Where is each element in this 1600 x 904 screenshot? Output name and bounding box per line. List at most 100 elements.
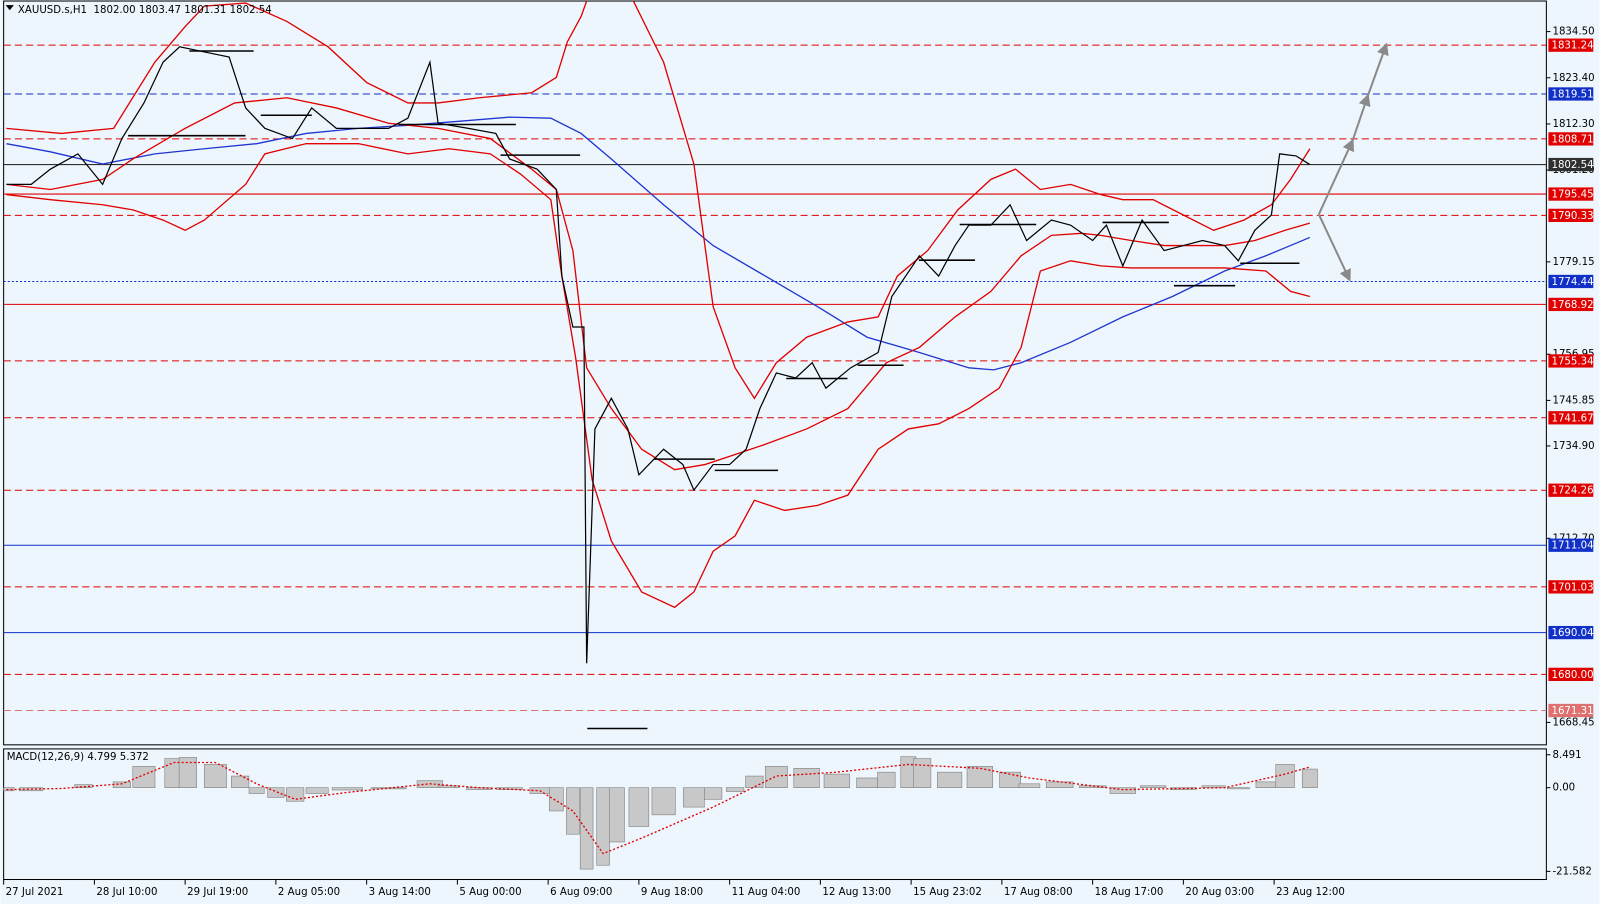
annotations [128,42,1389,730]
macd-bar [203,764,227,788]
macd-bar [913,758,932,788]
level-tag [1548,157,1594,172]
macd-label: MACD(12,26,9) [7,752,84,763]
y-tick-label: 1779.15 [1552,257,1594,268]
level-tag [1548,411,1594,425]
level-label: 1724.26 [1551,486,1593,497]
macd-bar [999,771,1021,788]
level-tag [1548,38,1594,52]
level-label: 1671.31 [1551,706,1593,717]
level-label: 1768.92 [1551,300,1593,311]
x-tick-label: 20 Aug 03:00 [1185,887,1254,898]
x-tick-label: 3 Aug 14:00 [369,887,431,898]
y-tick-label: 1823.40 [1552,73,1594,84]
macd-bar [793,767,820,788]
menu-triangle [5,5,14,11]
macd-bar [248,787,265,794]
x-tick-label: 29 Jul 19:00 [187,887,248,898]
macd-bar [937,771,963,788]
level-tag [1548,274,1594,289]
y-tick-label: 0.00 [1552,783,1575,794]
level-tag [1548,187,1594,201]
level-label: 1802.54 [1551,160,1593,171]
macd-bar [305,787,329,794]
level-label: 1831.24 [1551,41,1593,52]
macd-bar [331,787,363,791]
macd-bar [1201,785,1226,788]
macd-bar [745,775,764,788]
projection-arrow [1317,138,1354,215]
macd-bar [579,787,594,870]
y-tick-label: 1834.50 [1552,27,1594,38]
macd-bar [1301,768,1318,788]
macd-bar [726,787,745,792]
level-label: 1711.04 [1551,541,1593,552]
level-tag [1548,625,1594,640]
macd-bar [966,766,994,788]
level-label: 1680.00 [1551,670,1593,681]
macd-bar [566,787,580,835]
level-tag [1548,667,1594,681]
x-tick-label: 23 Aug 12:00 [1276,887,1345,898]
macd-legend: MACD(12,26,9) 4.799 5.372 [7,752,149,763]
level-tag [1548,354,1594,368]
x-tick-label: 12 Aug 13:00 [822,887,891,898]
level-tag [1548,580,1594,594]
macd-bar [1226,787,1250,790]
x-tick-label: 27 Jul 2021 [6,887,64,898]
macd-bar [683,787,705,808]
projection-arrow [1366,42,1389,97]
x-tick-label: 11 Aug 04:00 [732,887,801,898]
macd-bar [3,787,15,792]
level-label: 1790.33 [1551,211,1593,222]
macd-bar [823,773,851,788]
level-label: 1755.34 [1551,356,1593,367]
macd-bar [438,785,460,788]
x-tick-label: 9 Aug 18:00 [641,887,703,898]
macd-bar [651,787,676,816]
macd-plot [3,756,1318,870]
series-line [6,97,1311,471]
level-tag [1548,703,1594,718]
level-label: 1690.04 [1551,628,1593,639]
y-tick-label: 1734.90 [1552,441,1594,452]
series-line [6,1,1311,400]
y-tick-label: -21.582 [1552,866,1591,877]
level-tag [1548,208,1594,222]
macd-bar [549,787,564,812]
series-line [6,46,1311,664]
chart-title: XAUUSD.s,H1 1802.00 1803.47 1801.31 1802… [18,5,272,16]
macd-bar [178,757,197,788]
level-label: 1774.44 [1551,277,1593,288]
macd-bar [1139,785,1167,788]
x-tick-label: 17 Aug 08:00 [1004,887,1073,898]
macd-bar [286,787,305,802]
y-tick-label: 1745.85 [1552,395,1594,406]
macd-bar [1109,787,1137,794]
level-tag [1548,538,1594,552]
level-tag [1548,132,1594,146]
macd-bar [704,787,723,800]
level-label: 1808.71 [1551,134,1593,145]
macd-bar [370,787,407,790]
y-tick-label: 1668.45 [1552,717,1594,728]
macd-bar [132,766,156,788]
macd-bar [608,787,625,843]
projection-arrow [1317,213,1351,282]
macd-bar [856,777,878,788]
main-plot [3,1,1547,712]
level-tag [1548,483,1594,497]
macd-bar [231,775,250,788]
level-label: 1795.45 [1551,190,1593,201]
macd-bar [1045,781,1074,788]
signal-value: 5.372 [120,752,149,763]
main-frame [3,0,1547,746]
level-label: 1701.03 [1551,582,1593,593]
y-tick-label: 8.491 [1552,750,1581,761]
x-tick-label: 2 Aug 05:00 [278,887,340,898]
macd-frame [3,748,1547,881]
x-tick-label: 18 Aug 17:00 [1095,887,1164,898]
macd-bar [764,766,788,788]
